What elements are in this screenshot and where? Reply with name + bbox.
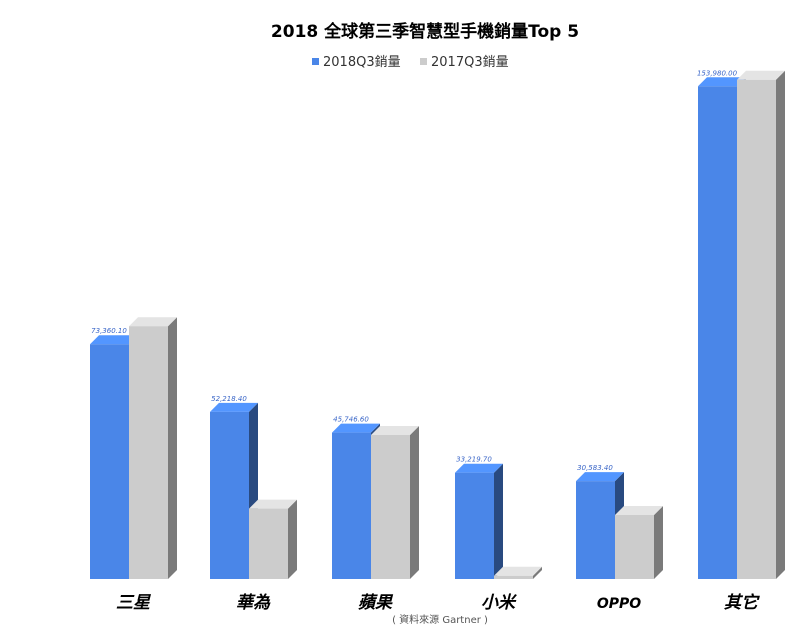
category-label-xiaomi: 小米 xyxy=(481,593,517,613)
bar-oppo-series-2 xyxy=(615,506,663,579)
category-label-samsung: 三星 xyxy=(116,593,152,613)
legend-label-1: 2018Q3銷量 xyxy=(323,54,401,70)
category-label-huawei: 華為 xyxy=(236,593,271,613)
category-label-apple: 蘋果 xyxy=(358,593,394,613)
source-note: ( 資料來源 Gartner ) xyxy=(392,613,488,626)
data-label-group: 73,360.10 52,218.40 45,746.60 33,219.70 30,5… xyxy=(91,69,737,472)
legend-swatch-1 xyxy=(312,58,319,65)
chart-title: 2018 全球第三季智慧型手機銷量Top 5 xyxy=(271,21,579,42)
data-label-huawei: 52,218.40 xyxy=(211,395,247,403)
category-label-group: 三星 華為 蘋果 小米 OPPO 其它 xyxy=(116,593,760,613)
category-label-oppo: OPPO xyxy=(597,596,641,612)
bar-huawei-series-1 xyxy=(210,402,258,579)
bar-xiaomi-series-1 xyxy=(455,463,503,579)
bar-others-series-2 xyxy=(737,70,785,580)
data-label-samsung: 73,360.10 xyxy=(91,327,127,335)
data-label-apple: 45,746.60 xyxy=(333,416,369,424)
bar-apple-series-2 xyxy=(371,426,419,579)
legend-swatch-2 xyxy=(420,58,427,65)
data-label-xiaomi: 33,219.70 xyxy=(456,456,492,464)
data-label-others: 153,980.00 xyxy=(697,69,738,77)
category-label-others: 其它 xyxy=(724,593,760,613)
bar-xiaomi-series-2 xyxy=(494,566,542,579)
legend-label-2: 2017Q3銷量 xyxy=(431,54,509,70)
bar-group xyxy=(90,70,785,580)
bar-samsung-series-2 xyxy=(129,317,177,579)
data-label-oppo: 30,583.40 xyxy=(577,464,613,472)
bar-huawei-series-2 xyxy=(249,499,297,579)
chart-legend: 2018Q3銷量 2017Q3銷量 xyxy=(312,54,509,70)
